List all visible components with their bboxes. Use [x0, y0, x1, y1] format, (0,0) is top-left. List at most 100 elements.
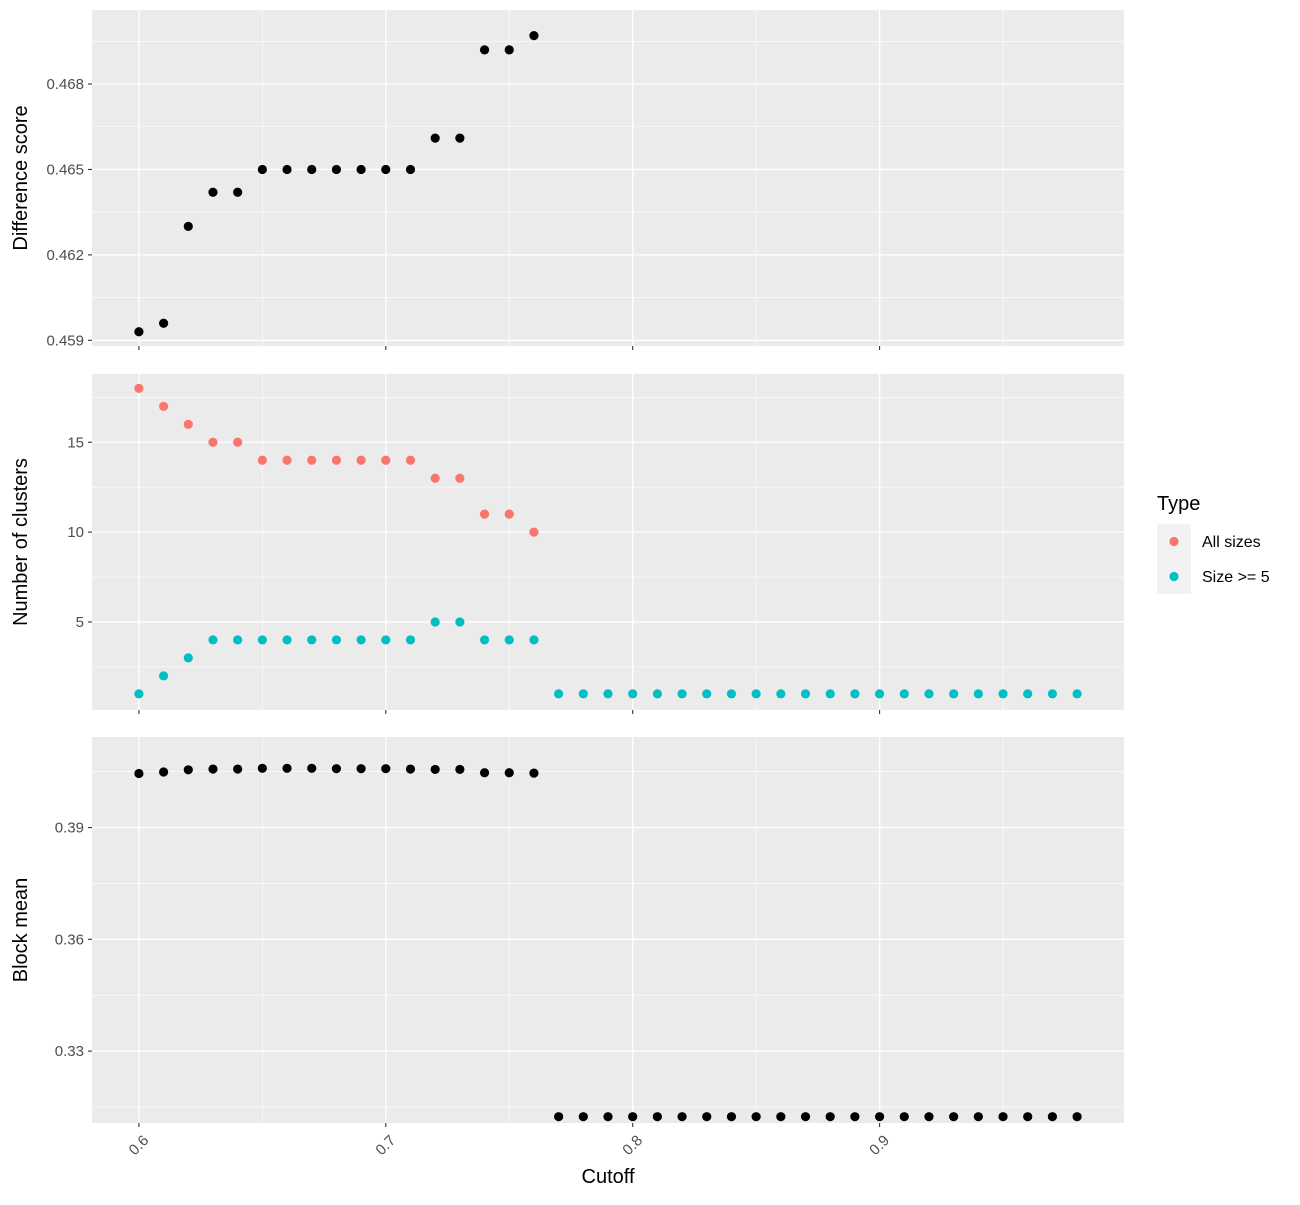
data-point — [1023, 689, 1033, 699]
data-point — [850, 689, 860, 699]
y-axis-title: Difference score — [10, 105, 32, 250]
data-point — [628, 689, 638, 699]
data-point — [405, 764, 416, 774]
data-point — [603, 689, 613, 699]
data-point — [603, 1112, 613, 1122]
data-point — [924, 689, 934, 699]
data-point — [455, 764, 465, 775]
data-point — [1072, 1112, 1082, 1122]
data-point — [430, 473, 440, 483]
data-point — [430, 617, 440, 627]
data-point — [158, 401, 169, 411]
legend-key-point — [1169, 536, 1179, 547]
y-tick-label: 0.33 — [55, 1043, 84, 1060]
data-point — [998, 689, 1008, 699]
data-point — [652, 1112, 662, 1122]
data-point — [257, 164, 267, 175]
data-point — [208, 764, 218, 774]
data-point — [158, 671, 169, 681]
data-point — [751, 1112, 761, 1122]
data-point — [973, 689, 983, 699]
x-tick-label: 0.9 — [866, 1132, 893, 1159]
y-tick-label: 0.36 — [55, 931, 84, 948]
data-point — [158, 318, 169, 328]
data-point — [726, 689, 737, 699]
y-axis-title: Block mean — [10, 878, 32, 983]
data-point — [405, 164, 416, 175]
data-point — [504, 509, 514, 519]
data-point — [479, 768, 490, 778]
data-point — [233, 437, 243, 447]
data-point — [899, 1112, 909, 1122]
data-point — [776, 689, 786, 699]
data-point — [800, 1112, 811, 1122]
data-point — [331, 455, 342, 465]
panel-background — [92, 737, 1124, 1123]
data-point — [479, 45, 490, 55]
y-tick-label: 10 — [67, 524, 84, 541]
y-tick-label: 5 — [76, 614, 84, 631]
x-tick-label: 0.7 — [372, 1132, 399, 1159]
data-point — [134, 383, 144, 393]
data-points — [134, 31, 539, 337]
data-point — [529, 527, 539, 537]
minor-gridlines — [92, 374, 1124, 710]
data-point — [405, 455, 416, 465]
data-point — [973, 1112, 983, 1122]
panel-background — [92, 374, 1124, 710]
legend: Type All sizes Size >= 5 — [1157, 493, 1270, 594]
data-point — [307, 164, 317, 175]
minor-gridlines — [92, 10, 1124, 346]
data-point — [504, 768, 514, 778]
major-gridlines — [92, 374, 1124, 710]
data-point — [356, 455, 366, 465]
y-tick-label: 0.462 — [46, 247, 84, 264]
y-tick-label: 0.39 — [55, 820, 84, 837]
data-point — [899, 689, 909, 699]
data-points — [134, 383, 1082, 699]
data-point — [677, 1112, 687, 1122]
data-point — [257, 635, 267, 645]
data-point — [504, 635, 514, 645]
data-point — [381, 164, 391, 175]
panel-2: 5 10 15 Number of clusters — [10, 374, 1124, 714]
data-point — [208, 437, 218, 447]
y-tick-label: 0.459 — [46, 332, 84, 349]
legend-key-point — [1169, 571, 1179, 582]
data-point — [949, 689, 959, 699]
major-gridlines — [92, 737, 1124, 1123]
data-point — [208, 187, 218, 197]
data-point — [282, 455, 292, 465]
data-point — [924, 1112, 934, 1122]
data-point — [504, 45, 514, 55]
data-point — [652, 689, 662, 699]
y-tick-label: 0.468 — [46, 76, 84, 93]
data-point — [331, 635, 342, 645]
data-point — [356, 164, 366, 175]
data-point — [257, 763, 267, 773]
data-point — [356, 635, 366, 645]
data-point — [282, 164, 292, 175]
data-point — [874, 1112, 885, 1122]
data-points — [134, 763, 1082, 1122]
data-point — [331, 764, 342, 774]
data-point — [381, 455, 391, 465]
data-point — [554, 689, 564, 699]
data-point — [578, 689, 588, 699]
data-point — [282, 635, 292, 645]
data-point — [1023, 1112, 1033, 1122]
data-point — [233, 635, 243, 645]
legend-label: All sizes — [1202, 534, 1261, 551]
data-point — [776, 1112, 786, 1122]
data-point — [381, 764, 391, 774]
data-point — [850, 1112, 860, 1122]
data-point — [183, 221, 193, 232]
x-axis-title: Cutoff — [582, 1166, 635, 1188]
data-point — [529, 31, 539, 41]
y-axis-title: Number of clusters — [10, 458, 32, 626]
data-point — [1072, 689, 1082, 699]
data-point — [430, 764, 440, 775]
data-point — [233, 187, 243, 197]
data-point — [554, 1112, 564, 1122]
panel-1: 0.459 0.462 0.465 0.468 Difference score — [10, 10, 1124, 350]
